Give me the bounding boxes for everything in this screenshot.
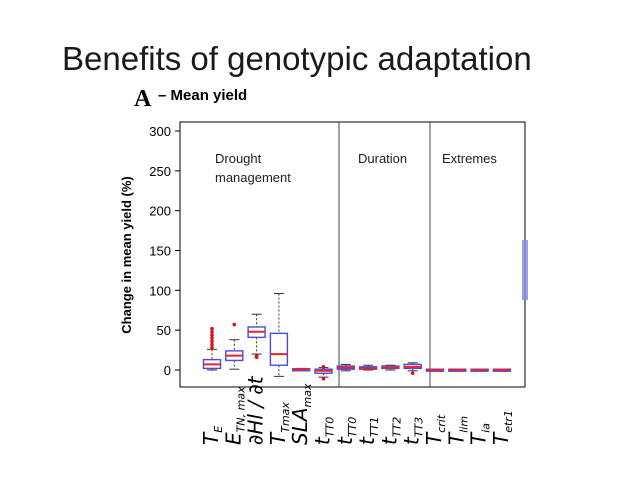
box-7 [358, 364, 378, 371]
box-12 [470, 368, 489, 372]
box-0 [202, 326, 222, 371]
panel-letter: A [134, 86, 152, 112]
x-tick-label: ∂Hl / ∂t [244, 375, 268, 445]
x-tick-label: Tcrit [422, 414, 448, 445]
outlier-point [210, 345, 214, 350]
x-tick-label: tTT3 [400, 417, 426, 445]
clipped-right-artifact [522, 240, 528, 300]
group-label: management [215, 170, 291, 185]
x-tick-label: tTT0 [311, 417, 337, 445]
y-tick-label: 100 [149, 283, 171, 298]
outlier-point [210, 329, 214, 334]
box-3 [269, 293, 289, 377]
outlier-point [410, 371, 415, 375]
box-11 [448, 368, 467, 372]
outlier-point [210, 342, 214, 347]
group-label: Drought [215, 151, 262, 166]
outlier-point [210, 336, 214, 340]
x-tick-label: ETN, max [221, 386, 247, 445]
slide-title: Benefits of genotypic adaptation [62, 40, 532, 77]
box-13 [492, 368, 512, 372]
outlier-point [321, 376, 326, 381]
box-4 [292, 367, 311, 372]
x-tick-label: tTT1 [355, 417, 381, 445]
panel-subtitle: – Mean yield [158, 87, 248, 104]
x-tick-label: SLAmax [288, 383, 314, 445]
x-tick-label: TTmax [266, 402, 292, 445]
box-body [269, 332, 289, 366]
x-tick-label: tTT2 [377, 417, 403, 445]
y-tick-label: 300 [149, 124, 171, 139]
y-axis-label: Change in mean yield (%) [119, 176, 134, 333]
box-6 [336, 363, 355, 372]
y-tick-label: 50 [157, 323, 171, 338]
x-tick-label: tTT0 [333, 417, 359, 445]
box-1 [225, 322, 244, 370]
outlier-point [210, 326, 214, 331]
outlier-point [232, 322, 237, 327]
x-tick-label: TE [199, 426, 225, 445]
y-tick-label: 150 [149, 244, 171, 259]
box-8 [381, 364, 400, 371]
y-tick-label: 250 [149, 164, 171, 179]
outlier-point [210, 333, 214, 337]
group-label: Duration [358, 151, 407, 166]
x-tick-label: Tlim [444, 416, 470, 445]
outlier-point [321, 365, 326, 369]
marks-layer [202, 293, 512, 381]
x-tick-label: Tetr1 [489, 410, 515, 445]
x-tick-label: Tia [467, 423, 493, 445]
outlier-point [254, 353, 259, 358]
group-label: Extremes [442, 151, 497, 166]
box-9 [403, 362, 422, 375]
outlier-point [210, 339, 214, 344]
box-10 [425, 368, 445, 372]
y-tick-label: 200 [149, 204, 171, 219]
labels-layer: 0 50 100 150 200 250 300 Change in mean yield (… [119, 124, 515, 445]
box-5 [314, 365, 333, 381]
box-2 [247, 313, 266, 360]
y-tick-label: 0 [164, 363, 171, 378]
